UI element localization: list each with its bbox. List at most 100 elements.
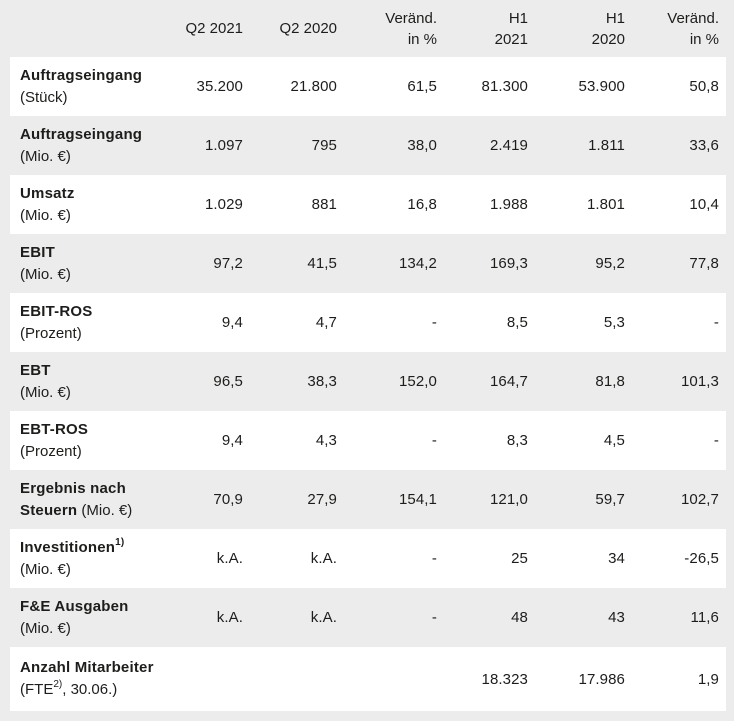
metric-unit: Steuern (Mio. €) [20,501,133,519]
value-cell: 43 [608,609,625,626]
footnote-marker: 2) [53,679,63,690]
column-header-line1: Veränd. [667,9,719,27]
metric-label: Anzahl Mitarbeiter (FTE2), 30.06.) [10,657,180,701]
value-cell: 16,8 [407,196,437,213]
value-cell: 8,5 [506,314,528,331]
value-cell: k.A. [310,550,337,567]
table-row-anzahl-mitarbeiter: Anzahl Mitarbeiter (FTE2), 30.06.) 18.32… [10,647,726,711]
value-cell: k.A. [216,609,243,626]
metric-name: EBT-ROS [20,420,89,438]
metric-unit: (FTE2), 30.06.) [20,679,118,699]
metric-label: Investitionen1) (Mio. €) [10,537,180,581]
metric-name: Ergebnis nach [20,479,126,497]
value-cell: 134,2 [398,255,437,272]
value-cell: 1.097 [204,137,243,154]
metric-name: Anzahl Mitarbeiter [20,659,154,676]
column-header-h1-2021: H1 2021 [437,0,528,57]
metric-unit: (Mio. €) [20,619,71,637]
value-cell: 1.988 [489,196,528,213]
value-cell: 1.811 [588,137,625,154]
table-row-umsatz: Umsatz (Mio. €) 1.029 881 16,8 1.988 1.801 10… [10,175,726,234]
table-row-ebit: EBIT (Mio. €) 97,2 41,5 134,2 169,3 95,2 77,8 [10,234,726,293]
value-cell: 48 [511,609,528,626]
table-row-ebt: EBT (Mio. €) 96,5 38,3 152,0 164,7 81,8 101,3 [10,352,726,411]
value-cell: 4,3 [315,432,337,449]
value-cell: - [431,314,437,331]
value-cell: - [431,550,437,567]
column-header-line1: Q2 2020 [279,20,337,37]
column-header-change-h1: Veränd. in % [625,0,719,57]
value-cell: 169,3 [489,255,528,272]
value-cell: 4,7 [315,314,337,331]
metric-unit: (Prozent) [20,442,82,460]
metric-label: EBT (Mio. €) [10,360,180,404]
table-row-ebt-ros: EBT-ROS (Prozent) 9,4 4,3 - 8,3 4,5 - [10,411,726,470]
metric-label: F&E Ausgaben (Mio. €) [10,596,180,640]
metric-name: EBT [20,361,51,379]
value-cell: 97,2 [213,255,243,272]
value-cell: -26,5 [684,550,719,567]
value-cell: 25 [511,550,528,567]
metric-label: EBIT-ROS (Prozent) [10,301,180,345]
value-cell: 10,4 [689,196,719,213]
value-cell: 38,3 [307,373,337,390]
value-cell: 5,3 [603,314,625,331]
table-row-investitionen: Investitionen1) (Mio. €) k.A. k.A. - 25 34 -2… [10,529,726,588]
metric-label: EBT-ROS (Prozent) [10,419,180,463]
value-cell: k.A. [216,550,243,567]
metric-unit: (Mio. €) [20,383,71,401]
value-cell: 81.300 [481,78,528,95]
value-cell: 4,5 [603,432,625,449]
metric-name: F&E Ausgaben [20,597,129,615]
table-header: Q2 2021 Q2 2020 Veränd. in % H1 2021 H1 … [10,0,726,57]
value-cell: - [713,432,719,449]
column-header-line2: 2020 [591,30,625,48]
metric-name: Umsatz [20,184,75,202]
metric-label: Umsatz (Mio. €) [10,183,180,227]
value-cell: - [431,609,437,626]
column-header-line1: Veränd. [385,9,437,27]
value-cell: 53.900 [578,78,625,95]
table-row-ebit-ros: EBIT-ROS (Prozent) 9,4 4,7 - 8,5 5,3 - [10,293,726,352]
value-cell: 1,9 [697,670,719,688]
column-header-change-q2: Veränd. in % [337,0,437,57]
value-cell: 102,7 [680,491,719,508]
value-cell: 9,4 [221,314,243,331]
metric-unit: (Stück) [20,88,68,106]
column-header-line1: H1 [508,9,528,27]
column-header-line2: in % [407,30,437,48]
value-cell: 9,4 [221,432,243,449]
column-header-h1-2020: H1 2020 [528,0,625,57]
metric-name: Investitionen1) [20,536,125,556]
value-cell: 2.419 [489,137,528,154]
metric-unit: (Mio. €) [20,560,71,578]
table-row-fe-ausgaben: F&E Ausgaben (Mio. €) k.A. k.A. - 48 43 11,6 [10,588,726,647]
value-cell: 17.986 [578,670,625,688]
value-cell: 1.801 [586,196,625,213]
value-cell: 77,8 [689,255,719,272]
value-cell: 1.029 [204,196,243,213]
metric-name: Auftragseingang [20,66,143,84]
column-header-line2: 2021 [494,30,528,48]
metric-unit: (Prozent) [20,324,82,342]
metric-name: Auftragseingang [20,125,143,143]
metric-unit: (Mio. €) [20,265,71,283]
value-cell: 101,3 [680,373,719,390]
value-cell: k.A. [310,609,337,626]
value-cell: 59,7 [595,491,625,508]
value-cell: - [713,314,719,331]
value-cell: 35.200 [196,78,243,95]
column-header-q2-2021: Q2 2021 [180,0,243,57]
metric-label: EBIT (Mio. €) [10,242,180,286]
value-cell: 34 [608,550,625,567]
value-cell: 33,6 [689,137,719,154]
value-cell: 795 [311,137,337,154]
table-row-auftragseingang-stueck: Auftragseingang (Stück) 35.200 21.800 61,5… [10,57,726,116]
metric-name: EBIT [20,243,55,261]
value-cell: 50,8 [689,78,719,95]
value-cell: 154,1 [398,491,437,508]
table-body: Auftragseingang (Stück) 35.200 21.800 61,5… [10,57,726,711]
column-header-line1: Q2 2021 [185,20,243,37]
value-cell: 11,6 [690,609,719,626]
value-cell: 27,9 [307,491,337,508]
